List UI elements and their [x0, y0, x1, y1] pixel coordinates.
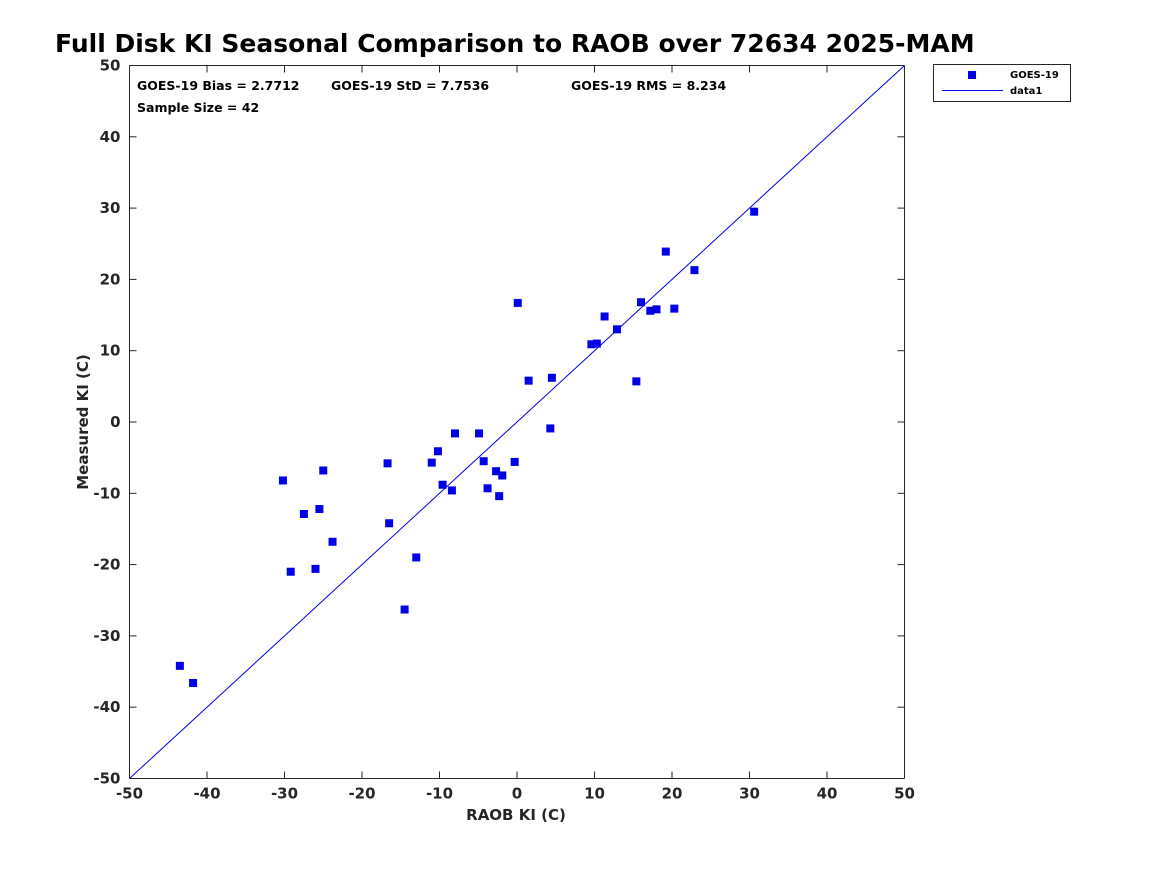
x-tick-label: -30 — [271, 785, 298, 803]
chart-title: Full Disk KI Seasonal Comparison to RAOB… — [55, 29, 975, 58]
data-point — [670, 304, 679, 313]
legend: GOES-19 data1 — [933, 64, 1071, 102]
data-point — [447, 486, 456, 495]
data-point — [385, 519, 394, 528]
stat-rms: GOES-19 RMS = 8.234 — [571, 78, 726, 93]
legend-label-goes19: GOES-19 — [1010, 70, 1059, 81]
data-point — [612, 325, 621, 334]
data-point — [383, 459, 392, 468]
data-point — [498, 471, 507, 480]
data-point — [451, 429, 459, 438]
x-tick-label: -20 — [348, 785, 375, 803]
data-point — [547, 373, 556, 382]
y-tick-label: 0 — [110, 413, 120, 431]
data-point — [592, 339, 601, 348]
data-point — [278, 476, 287, 485]
data-point — [328, 537, 337, 546]
data-point — [661, 247, 670, 256]
x-tick-label: 40 — [817, 785, 838, 803]
legend-box — [933, 64, 1071, 102]
data-point — [438, 480, 447, 489]
data-point — [632, 377, 641, 386]
y-axis-label: Measured KI (C) — [74, 354, 92, 490]
data-point — [315, 504, 324, 513]
x-tick-label: 30 — [739, 785, 760, 803]
legend-label-data1: data1 — [1010, 86, 1042, 97]
data-point — [600, 312, 609, 321]
x-tick-label: 50 — [894, 785, 915, 803]
x-tick-label: -40 — [193, 785, 220, 803]
y-tick-label: -40 — [93, 698, 120, 716]
data-point — [299, 509, 308, 518]
legend-marker-goes19 — [968, 71, 976, 79]
data-point — [189, 678, 198, 687]
data-point — [286, 567, 295, 576]
stat-std: GOES-19 StD = 7.7536 — [331, 78, 489, 93]
x-axis-label: RAOB KI (C) — [466, 806, 566, 824]
y-tick-label: -30 — [93, 627, 120, 645]
data-point — [524, 376, 533, 385]
data-point — [400, 605, 409, 614]
data-point — [492, 467, 501, 476]
data-point — [750, 207, 759, 216]
data-point — [510, 457, 519, 466]
data-point — [427, 458, 436, 467]
x-tick-label: -10 — [426, 785, 453, 803]
data-point — [513, 298, 522, 307]
data-point — [175, 661, 184, 670]
data-point — [495, 492, 504, 501]
x-tick-label: 20 — [662, 785, 683, 803]
series-line-data1 — [129, 65, 905, 779]
y-tick-label: 50 — [100, 57, 121, 75]
y-tick-label: -20 — [93, 556, 120, 574]
stats-annotations: GOES-19 Bias = 2.7712 GOES-19 StD = 7.75… — [137, 78, 726, 115]
data-point — [483, 484, 492, 493]
data-point — [652, 305, 661, 314]
data-point — [319, 466, 328, 475]
x-tick-label: 0 — [512, 785, 522, 803]
stat-bias: GOES-19 Bias = 2.7712 — [137, 78, 299, 93]
series-layer — [129, 65, 905, 779]
x-tick-label: 10 — [584, 785, 605, 803]
data-point — [412, 553, 421, 562]
ticks: -50 -40 -30 -20 -10 0 10 20 30 40 50 -50 -40 -30 -20 -1… — [93, 57, 915, 803]
data-point — [479, 457, 488, 466]
data-point — [646, 306, 655, 315]
data-point — [637, 298, 645, 307]
data-point — [475, 429, 484, 438]
y-tick-label: -50 — [93, 770, 120, 788]
data-point — [690, 266, 699, 275]
data-point — [311, 564, 320, 573]
y-tick-label: -10 — [93, 484, 120, 502]
y-tick-label: 40 — [100, 128, 121, 146]
x-tick-label: -50 — [116, 785, 143, 803]
data-point — [587, 340, 596, 349]
y-tick-label: 20 — [100, 270, 121, 288]
stat-sample-size: Sample Size = 42 — [137, 100, 259, 115]
data-point — [546, 424, 555, 433]
y-tick-label: 30 — [100, 199, 121, 217]
y-tick-label: 10 — [100, 342, 121, 360]
data-point — [433, 447, 442, 456]
